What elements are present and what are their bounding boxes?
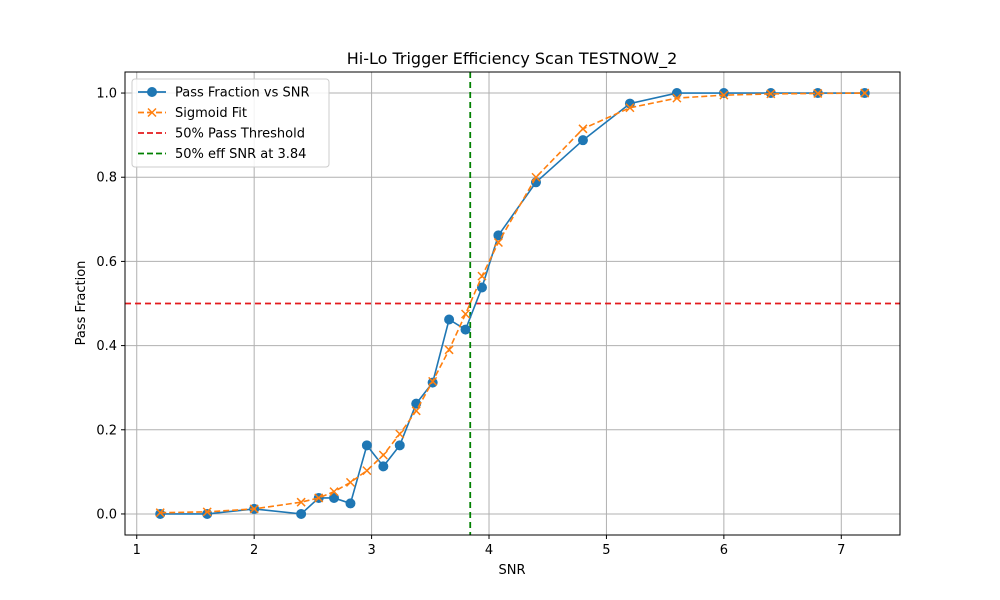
data-point: [428, 376, 438, 386]
data-point: [477, 271, 487, 281]
x-tick-label: 5: [602, 543, 610, 558]
legend-label: Pass Fraction vs SNR: [175, 86, 310, 101]
legend-marker: [147, 107, 157, 118]
legend-entry: 50% eff SNR at 3.84: [138, 147, 306, 162]
x-tick-label: 4: [485, 543, 493, 558]
data-point: [460, 309, 471, 319]
data-point: [444, 345, 454, 355]
y-tick-label: 0.2: [96, 423, 117, 438]
x-axis-label: SNR: [498, 563, 525, 578]
data-point: [766, 89, 776, 99]
data-point: [345, 498, 356, 509]
legend-label: 50% Pass Threshold: [175, 127, 305, 142]
legend-label: 50% eff SNR at 3.84: [175, 147, 306, 162]
x-tick-label: 1: [133, 543, 141, 558]
data-point: [361, 440, 372, 451]
data-point: [813, 88, 823, 98]
x-tick-label: 6: [720, 543, 728, 558]
data-point: [155, 508, 166, 519]
data-point: [625, 103, 635, 113]
y-tick-label: 0.6: [96, 255, 117, 270]
data-point: [314, 493, 324, 503]
data-point: [411, 406, 421, 416]
data-point: [577, 135, 588, 146]
legend-entry: 50% Pass Threshold: [138, 127, 305, 142]
x-tick-label: 7: [837, 543, 845, 558]
legend-entry: Sigmoid Fit: [138, 106, 247, 121]
ticks: 1 2 3 4 5 6 7 0.0 0.2 0.4 0.6 0.8 1.0: [96, 87, 845, 558]
y-tick-label: 0.0: [96, 507, 117, 522]
x-tick-label: 2: [250, 543, 258, 558]
legend-box: [131, 78, 330, 168]
series-line: [160, 92, 865, 514]
data-point: [329, 492, 340, 503]
series-1: [155, 88, 870, 518]
y-tick-label: 0.8: [96, 171, 117, 186]
data-point: [362, 466, 372, 476]
data-point: [860, 88, 870, 98]
reference-lines: [125, 72, 900, 535]
data-point: [155, 508, 165, 518]
data-point: [296, 497, 306, 507]
data-point: [444, 314, 455, 325]
data-point: [672, 93, 682, 103]
data-point: [531, 172, 541, 182]
legend-marker: [147, 87, 157, 97]
data-point: [249, 504, 259, 514]
y-tick-label: 0.4: [96, 339, 117, 354]
data-point: [296, 508, 307, 519]
chart-title: Hi-Lo Trigger Efficiency Scan TESTNOW_2: [347, 49, 678, 69]
plot-frame: [124, 71, 901, 536]
data-point: [671, 88, 682, 99]
x-tick-label: 3: [367, 543, 375, 558]
data-point: [493, 237, 503, 247]
legend-label: Sigmoid Fit: [175, 106, 247, 121]
data-point: [394, 440, 405, 451]
data-point: [578, 124, 588, 134]
y-axis-label: Pass Fraction: [74, 261, 89, 346]
data-point: [329, 487, 339, 497]
data-point: [378, 450, 388, 460]
legend: Pass Fraction vs SNR Sigmoid Fit 50% Pass …: [131, 78, 330, 168]
data-point: [345, 477, 355, 487]
data-point: [378, 461, 389, 472]
data-point: [202, 507, 212, 517]
legend-entry: Pass Fraction vs SNR: [138, 86, 310, 101]
series: [155, 88, 870, 519]
data-point: [395, 429, 405, 439]
data-point: [460, 324, 471, 335]
y-tick-label: 1.0: [96, 87, 117, 102]
data-point: [476, 282, 487, 293]
data-point: [719, 90, 729, 100]
